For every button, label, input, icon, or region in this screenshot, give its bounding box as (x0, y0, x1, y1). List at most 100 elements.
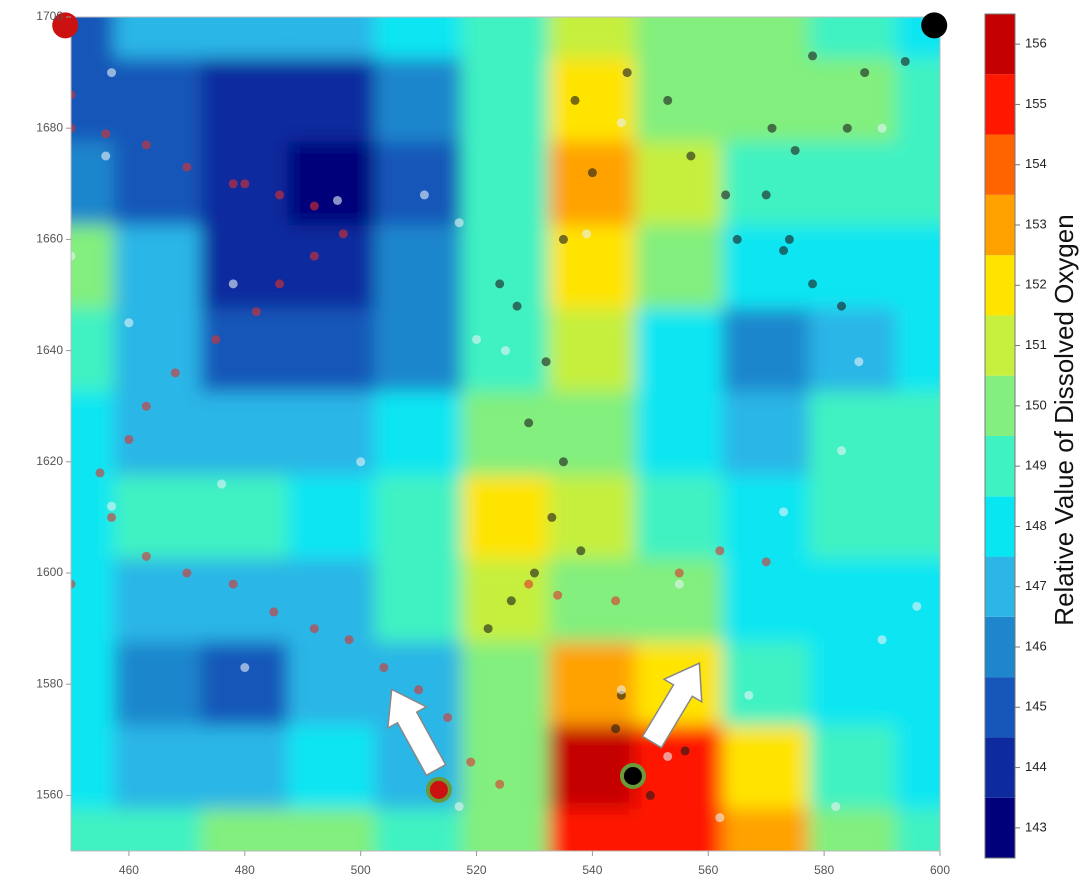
scatter-point (686, 151, 696, 161)
contour-cell (896, 558, 940, 643)
scatter-point (356, 457, 366, 467)
contour-cell (635, 308, 724, 393)
highlight-point (921, 12, 948, 39)
contour-cell (461, 391, 550, 477)
scatter-point (900, 56, 910, 66)
contour-cell (200, 225, 289, 310)
contour-cell (71, 17, 115, 60)
colorbar-tick-label: 152 (1025, 277, 1047, 292)
contour-cell (200, 391, 289, 477)
contour-cell (548, 17, 637, 60)
contour-cell (809, 141, 898, 226)
colorbar-tick-label: 156 (1025, 36, 1047, 51)
scatter-point (379, 663, 389, 673)
contour-cell (113, 141, 202, 226)
contour-cell (287, 141, 376, 226)
scatter-point (524, 579, 534, 589)
contour-cell (287, 225, 376, 310)
scatter-point (570, 95, 580, 105)
contour-cell (71, 808, 115, 851)
arrow-shape (641, 662, 703, 749)
contour-cell (722, 475, 811, 560)
contour-cell (113, 225, 202, 310)
contour-cell (635, 141, 724, 226)
scatter-point (95, 468, 105, 478)
highlight-point (425, 776, 452, 803)
contour-cell (722, 558, 811, 643)
contour-cell (113, 808, 202, 851)
y-tick-label: 1560 (36, 788, 63, 802)
scatter-point (71, 123, 76, 133)
contour-cell (374, 475, 463, 560)
contour-cell (635, 391, 724, 477)
colorbar-tick-label: 146 (1025, 638, 1047, 653)
x-tick-label: 480 (235, 863, 255, 877)
scatter-point (837, 301, 847, 311)
scatter-point (582, 229, 592, 239)
scatter-point (663, 95, 673, 105)
scatter-point (211, 334, 221, 344)
colorbar-band (985, 677, 1015, 738)
scatter-point (182, 568, 192, 578)
colorbar-tick-label: 148 (1025, 518, 1047, 533)
colorbar-tick-label: 145 (1025, 699, 1047, 714)
scatter-point (779, 507, 789, 517)
colorbar-tick-label: 143 (1025, 819, 1047, 834)
scatter-point (547, 512, 557, 522)
y-tick-label: 1680 (36, 120, 63, 134)
scatter-point (332, 195, 342, 205)
arrow-shape (386, 688, 447, 777)
x-tick-label: 460 (119, 863, 139, 877)
colorbar-band (985, 194, 1015, 256)
contour-cell (896, 808, 940, 851)
scatter-point (107, 512, 117, 522)
contour-cell (71, 642, 115, 727)
scatter-point (732, 234, 742, 244)
scatter-point (240, 663, 250, 673)
contour-cell (635, 808, 724, 851)
scatter-point (761, 190, 771, 200)
colorbar-tick-label: 155 (1025, 96, 1047, 111)
contour-cell (374, 17, 463, 60)
scatter-point (674, 579, 684, 589)
scatter-point (483, 624, 493, 634)
contour-cell (548, 141, 637, 226)
colorbar-band (985, 134, 1015, 195)
scatter-point (495, 279, 505, 289)
x-tick-label: 520 (467, 863, 487, 877)
scatter-point (228, 179, 238, 189)
contour-cell (809, 475, 898, 560)
scatter-point (767, 123, 777, 133)
contour-cell (896, 725, 940, 810)
contour-cell (200, 725, 289, 810)
highlight-point (619, 762, 646, 789)
highlight-point (52, 12, 79, 39)
scatter-point (680, 746, 690, 756)
colorbar-tick-label: 151 (1025, 337, 1047, 352)
colorbar-band (985, 797, 1015, 858)
scatter-point (419, 190, 429, 200)
contour-cell (896, 225, 940, 310)
contour-cell (287, 475, 376, 560)
contour-cell (809, 391, 898, 477)
contour-cell (374, 808, 463, 851)
contour-cell (200, 17, 289, 60)
scatter-point (107, 501, 117, 511)
scatter-point (454, 802, 464, 812)
scatter-point (512, 301, 522, 311)
colorbar-band (985, 737, 1015, 798)
y-tick-label: 1580 (36, 676, 63, 690)
contour-cell (896, 58, 940, 143)
contour-cell (461, 58, 550, 143)
scatter-point (611, 596, 621, 606)
contour-cell (71, 725, 115, 810)
contour-cell (635, 475, 724, 560)
contour-cell (461, 141, 550, 226)
contour-cell (113, 642, 202, 727)
scatter-point (506, 596, 516, 606)
plot-frame (70, 16, 941, 852)
scatter-point (779, 246, 789, 256)
contour-cell (722, 58, 811, 143)
axes: 460 480 500 520 540 560 580 600 1560 1580 1600 1620… (36, 9, 950, 877)
contour-cell (809, 225, 898, 310)
